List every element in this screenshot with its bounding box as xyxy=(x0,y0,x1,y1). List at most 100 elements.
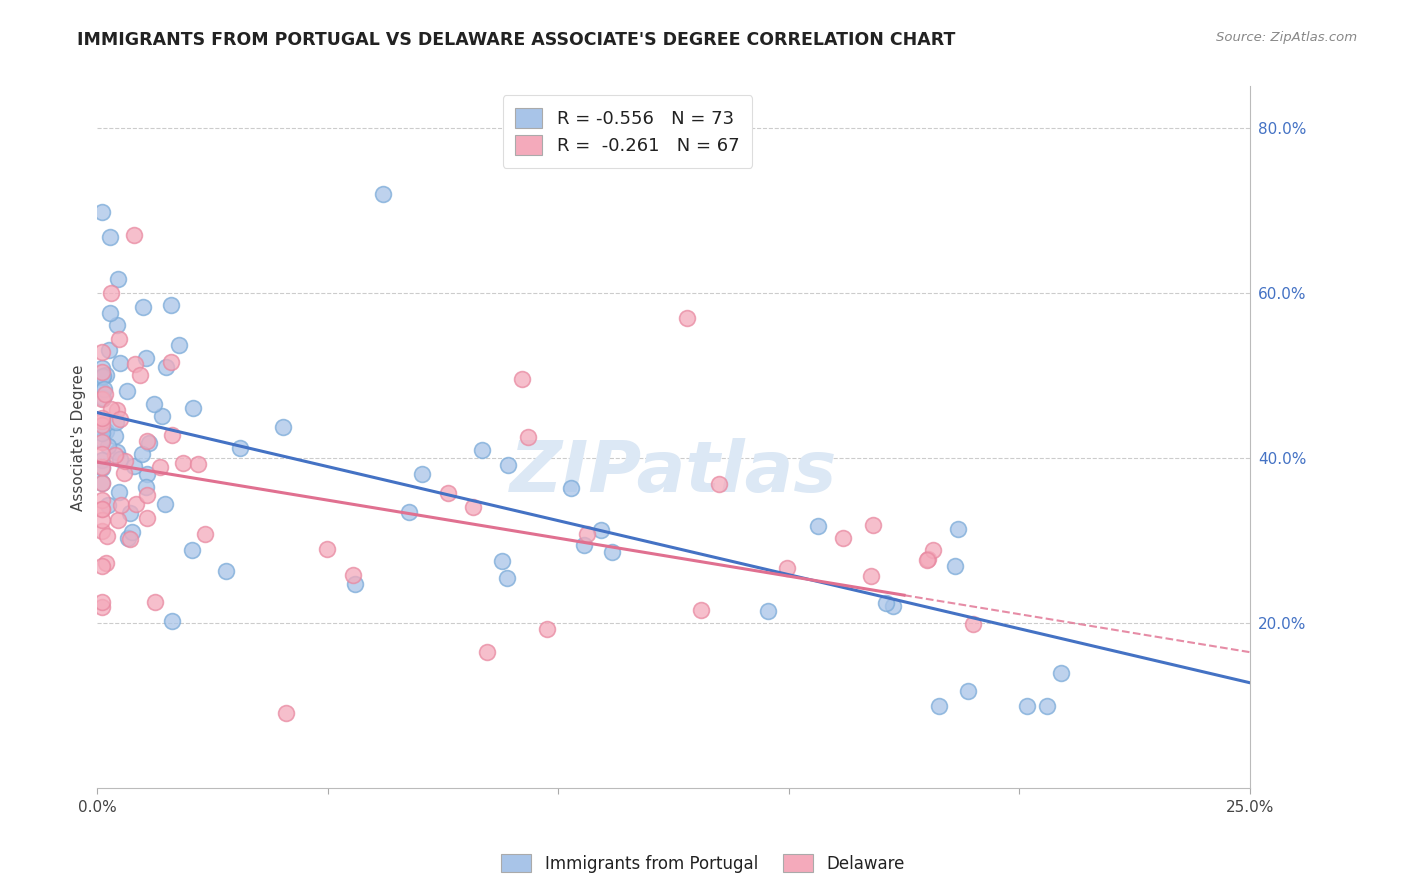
Point xyxy=(110,498,132,512)
Point xyxy=(93,382,115,396)
Point xyxy=(510,372,533,386)
Point xyxy=(155,497,177,511)
Point xyxy=(105,318,128,332)
Point xyxy=(91,365,114,379)
Point xyxy=(832,531,855,545)
Point xyxy=(536,622,558,636)
Point xyxy=(860,568,883,582)
Point xyxy=(160,298,183,312)
Point xyxy=(160,355,183,369)
Point xyxy=(91,418,114,433)
Point xyxy=(124,459,146,474)
Point xyxy=(411,467,433,482)
Point xyxy=(117,532,139,546)
Point xyxy=(135,434,157,448)
Point xyxy=(882,599,904,614)
Point xyxy=(194,527,217,541)
Point xyxy=(495,571,517,585)
Point xyxy=(135,351,157,366)
Point xyxy=(398,505,420,519)
Point xyxy=(91,475,114,490)
Point xyxy=(135,467,157,481)
Point xyxy=(91,493,114,508)
Point xyxy=(96,424,118,438)
Point xyxy=(946,522,969,536)
Point xyxy=(572,538,595,552)
Point xyxy=(114,453,136,467)
Point xyxy=(98,229,121,244)
Text: ZIPatlas: ZIPatlas xyxy=(510,438,837,507)
Point xyxy=(498,458,520,472)
Point xyxy=(167,337,190,351)
Point xyxy=(436,486,458,500)
Point xyxy=(91,475,114,490)
Point xyxy=(91,414,114,428)
Point xyxy=(93,386,115,401)
Point xyxy=(105,403,128,417)
Point xyxy=(91,512,114,526)
Point xyxy=(100,401,122,416)
Y-axis label: Associate's Degree: Associate's Degree xyxy=(72,364,86,510)
Point xyxy=(98,306,121,320)
Point xyxy=(917,551,939,566)
Point xyxy=(108,356,131,370)
Point xyxy=(172,456,194,470)
Point xyxy=(187,457,209,471)
Point xyxy=(591,523,613,537)
Point xyxy=(91,434,114,449)
Point xyxy=(91,434,114,448)
Point xyxy=(1017,698,1039,713)
Point xyxy=(124,357,146,371)
Point xyxy=(343,576,366,591)
Point xyxy=(107,513,129,527)
Text: Source: ZipAtlas.com: Source: ZipAtlas.com xyxy=(1216,31,1357,45)
Point xyxy=(97,498,120,512)
Point xyxy=(316,541,339,556)
Point xyxy=(107,445,129,459)
Point xyxy=(94,556,117,570)
Point xyxy=(517,430,540,444)
Point xyxy=(91,502,114,516)
Point xyxy=(461,500,484,514)
Point xyxy=(91,502,114,516)
Point xyxy=(91,369,114,384)
Point xyxy=(91,452,114,467)
Point xyxy=(180,543,202,558)
Legend: Immigrants from Portugal, Delaware: Immigrants from Portugal, Delaware xyxy=(495,847,911,880)
Point xyxy=(776,560,799,574)
Point xyxy=(91,559,114,574)
Point xyxy=(107,272,129,286)
Point xyxy=(91,392,114,406)
Point xyxy=(91,205,114,219)
Point xyxy=(707,476,730,491)
Point xyxy=(100,286,122,301)
Point xyxy=(957,683,980,698)
Point xyxy=(676,310,699,325)
Point xyxy=(756,604,779,618)
Point xyxy=(91,384,114,398)
Point xyxy=(103,449,125,463)
Text: IMMIGRANTS FROM PORTUGAL VS DELAWARE ASSOCIATE'S DEGREE CORRELATION CHART: IMMIGRANTS FROM PORTUGAL VS DELAWARE ASS… xyxy=(77,31,956,49)
Point xyxy=(602,545,624,559)
Point xyxy=(115,384,138,398)
Point xyxy=(91,411,114,425)
Point xyxy=(131,448,153,462)
Point xyxy=(94,368,117,383)
Point xyxy=(121,525,143,540)
Point xyxy=(91,447,114,461)
Point xyxy=(136,488,159,502)
Point xyxy=(108,412,131,426)
Point xyxy=(1050,666,1073,681)
Point xyxy=(155,359,177,374)
Point xyxy=(962,617,984,632)
Point xyxy=(276,706,298,720)
Point xyxy=(120,532,142,546)
Point xyxy=(215,565,238,579)
Point xyxy=(122,227,145,242)
Point xyxy=(922,542,945,557)
Point xyxy=(91,369,114,384)
Point xyxy=(915,552,938,566)
Point xyxy=(342,567,364,582)
Point xyxy=(862,518,884,533)
Point xyxy=(91,461,114,475)
